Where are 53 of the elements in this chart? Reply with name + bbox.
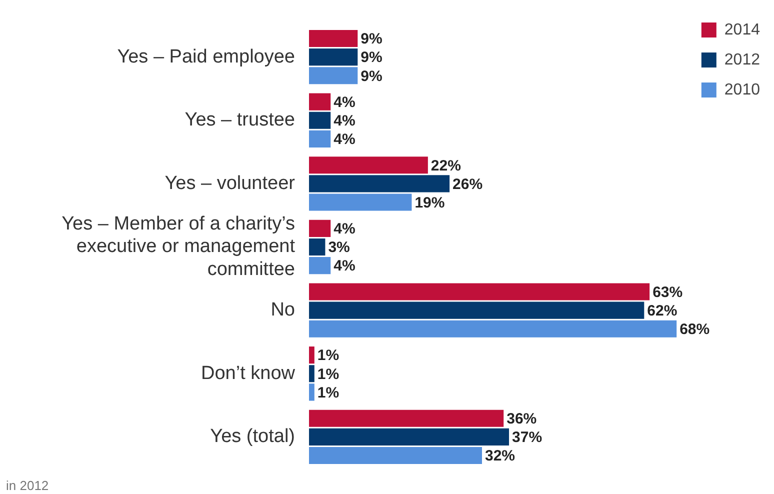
data-label: 37% (512, 429, 542, 446)
bar (309, 410, 504, 427)
legend-label: 2014 (724, 21, 760, 38)
bar (309, 93, 331, 110)
y-tick-label: Yes – volunteer (164, 172, 296, 194)
bar (309, 156, 428, 174)
data-label: 4% (334, 220, 356, 238)
bar (309, 238, 326, 256)
data-label: 1% (317, 384, 340, 402)
bar (309, 446, 482, 464)
y-tick-label: Don’t know (201, 362, 296, 384)
data-label: 9% (360, 68, 382, 85)
bar (309, 365, 314, 382)
bar (309, 48, 358, 66)
bar (309, 320, 677, 338)
data-label: 1% (317, 347, 340, 364)
data-label: 3% (328, 239, 350, 256)
data-label: 9% (360, 30, 382, 48)
bar (309, 130, 331, 148)
y-tick-label: Yes – Member of a charity’s executive or management committee (62, 213, 296, 280)
legend-label: 2010 (724, 81, 760, 98)
bar (309, 175, 450, 192)
legend-label: 2012 (724, 51, 760, 68)
bar (309, 194, 412, 211)
y-tick-label: Yes – trustee (184, 110, 295, 131)
data-label: 1% (317, 366, 340, 383)
bar (309, 30, 358, 48)
y-tick-label: Yes (total) (210, 426, 295, 448)
y-tick-label: No (270, 300, 295, 321)
bar (309, 346, 314, 364)
bar (309, 302, 644, 319)
data-label: 62% (647, 302, 678, 320)
data-label: 19% (414, 194, 445, 212)
data-label: 4% (334, 112, 356, 130)
data-label: 9% (360, 49, 382, 66)
bar (309, 428, 510, 446)
data-label: 4% (334, 258, 356, 275)
bar (309, 112, 331, 129)
bar (309, 220, 331, 237)
data-label: 22% (430, 157, 461, 174)
bar (309, 283, 650, 300)
bar (309, 384, 314, 401)
data-label: 4% (334, 94, 356, 111)
text: in 2012 (6, 478, 49, 494)
bar (309, 67, 358, 84)
data-label: 63% (652, 284, 683, 301)
data-label: 32% (484, 448, 516, 465)
data-label: 26% (452, 176, 483, 193)
data-label: 36% (506, 410, 537, 428)
bar (309, 257, 331, 274)
data-label: 4% (334, 131, 356, 148)
y-tick-label: Yes – Paid employee (117, 46, 295, 68)
data-label: 68% (680, 321, 710, 338)
